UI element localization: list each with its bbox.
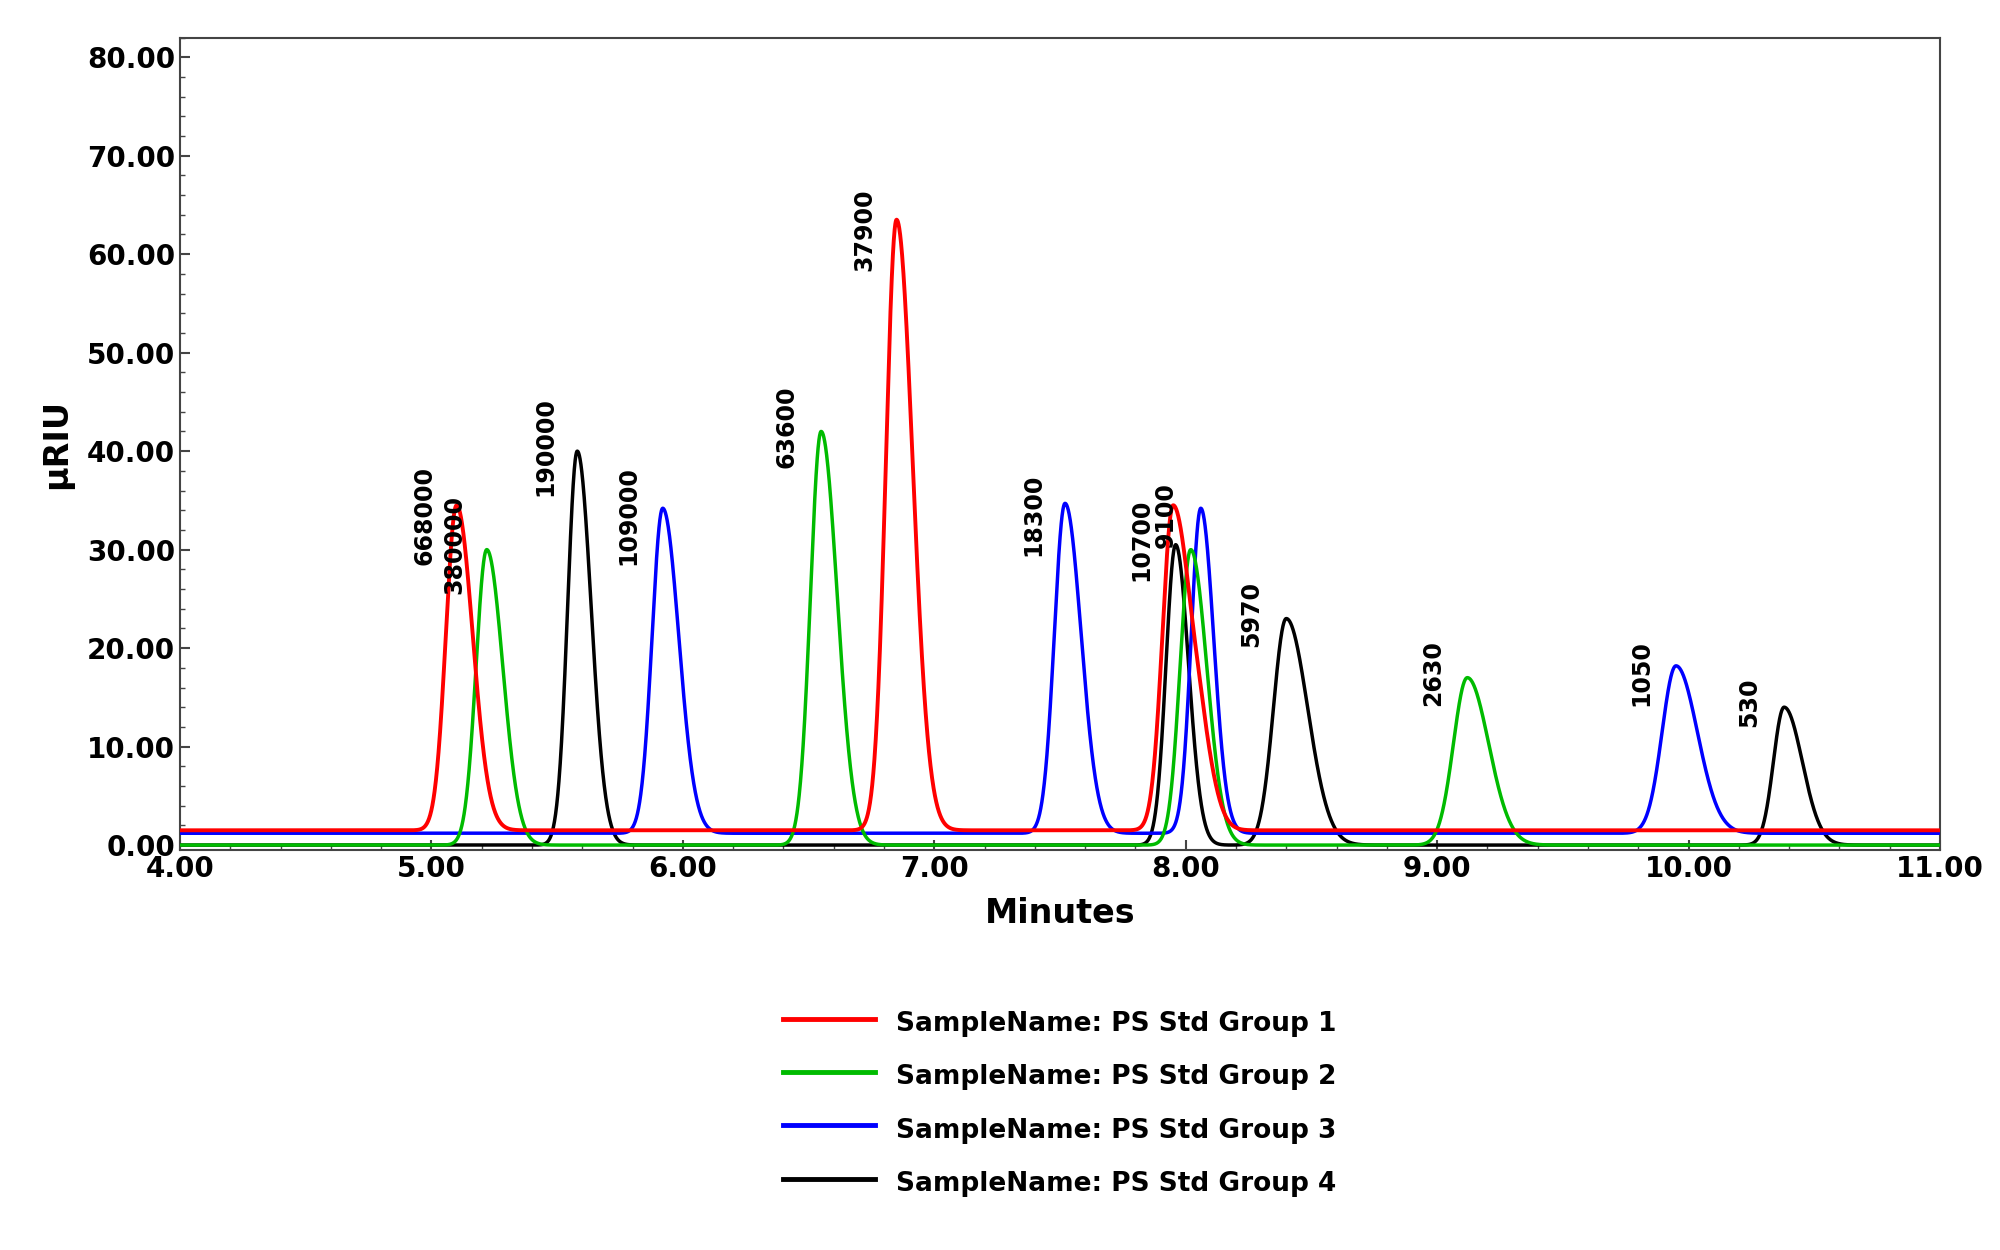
Text: 530: 530 — [1738, 678, 1762, 727]
Text: 2630: 2630 — [1420, 640, 1444, 706]
Text: 18300: 18300 — [1020, 474, 1044, 556]
Text: 9100: 9100 — [1154, 482, 1178, 548]
Text: 63600: 63600 — [774, 385, 798, 468]
Text: 668000: 668000 — [412, 466, 436, 565]
Text: 10700: 10700 — [1130, 499, 1154, 581]
Text: 109000: 109000 — [616, 466, 640, 565]
X-axis label: Minutes: Minutes — [984, 896, 1136, 930]
Text: 1050: 1050 — [1630, 640, 1654, 706]
Legend: SampleName: PS Std Group 1, SampleName: PS Std Group 2, SampleName: PS Std Group: SampleName: PS Std Group 1, SampleName: … — [770, 994, 1350, 1211]
Text: 37900: 37900 — [852, 189, 876, 271]
Text: 190000: 190000 — [534, 396, 558, 496]
Y-axis label: μRIU: μRIU — [40, 399, 72, 489]
Text: 380000: 380000 — [442, 495, 466, 594]
Text: 5970: 5970 — [1240, 581, 1264, 646]
